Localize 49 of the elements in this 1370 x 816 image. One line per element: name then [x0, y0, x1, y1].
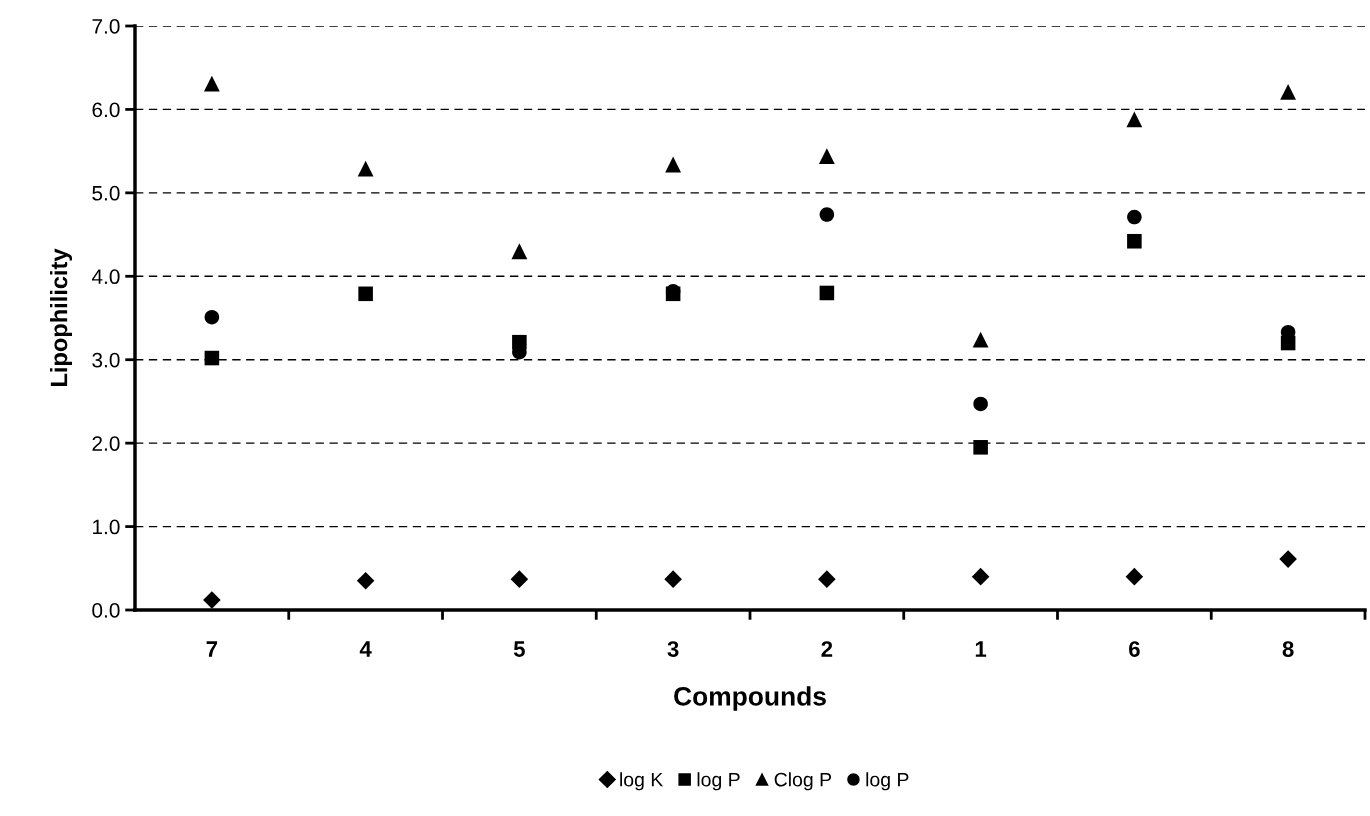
point: [511, 243, 528, 260]
y-tick-label: 1.0: [93, 519, 120, 535]
x-tick-label: 7: [206, 641, 218, 657]
x-tick-label: 8: [1282, 641, 1294, 657]
point: [510, 570, 529, 588]
x-tick-label: 1: [975, 641, 987, 657]
point: [512, 334, 527, 350]
legend-label: Clog P: [774, 772, 832, 791]
point: [664, 570, 682, 588]
point: [1127, 209, 1142, 225]
legend-label: log P: [697, 772, 740, 791]
x-axis-title: Compounds: [674, 686, 826, 711]
point: [203, 591, 221, 609]
point: [357, 160, 374, 177]
point: [818, 570, 836, 588]
legend-label: log P: [866, 772, 909, 791]
y-tick-label: 3.0: [92, 352, 120, 368]
point: [204, 350, 220, 366]
y-axis-title: Lipophilicity: [50, 248, 73, 386]
legend-label: log K: [620, 772, 664, 791]
point: [973, 440, 988, 455]
point: [818, 148, 835, 165]
point: [819, 207, 835, 222]
point: [971, 567, 990, 586]
x-tick-label: 3: [667, 641, 679, 657]
y-tick-label: 4.0: [91, 269, 120, 285]
x-tick-label: 6: [1129, 641, 1140, 657]
point: [665, 156, 682, 173]
point: [1127, 233, 1142, 249]
x-tick-label: 2: [821, 641, 833, 657]
y-tick-label: 7.0: [92, 19, 120, 34]
point: [358, 286, 373, 302]
point: [1126, 111, 1143, 128]
point: [1280, 83, 1297, 100]
point: [356, 572, 375, 590]
point: [204, 309, 220, 325]
x-tick-label: 4: [359, 641, 372, 657]
y-tick-label: 5.0: [92, 185, 120, 201]
point: [819, 285, 835, 301]
x-tick-label: 5: [513, 641, 525, 657]
point: [1279, 550, 1297, 568]
y-tick-label: 2.0: [92, 436, 120, 451]
point: [203, 75, 220, 92]
point: [1125, 567, 1144, 586]
point: [972, 331, 989, 348]
y-tick-label: 0.0: [92, 603, 120, 618]
point: [1280, 335, 1296, 351]
y-tick-label: 6.0: [92, 102, 120, 118]
point: [973, 396, 988, 412]
